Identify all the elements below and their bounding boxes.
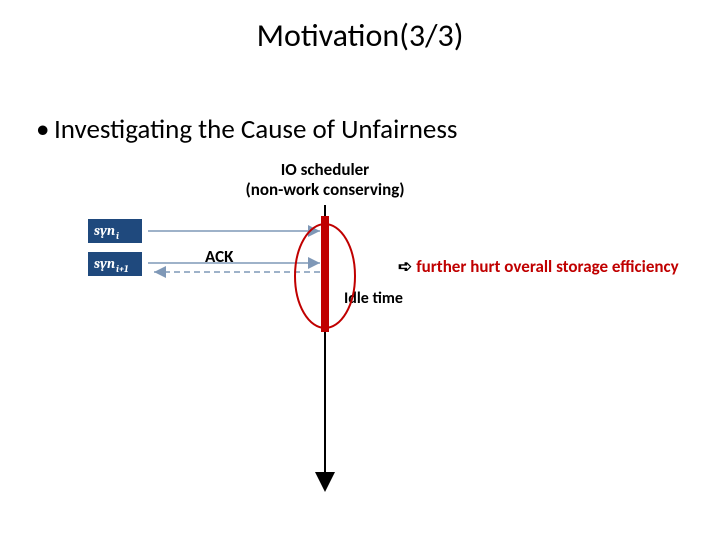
- diagram-svg: [0, 0, 720, 540]
